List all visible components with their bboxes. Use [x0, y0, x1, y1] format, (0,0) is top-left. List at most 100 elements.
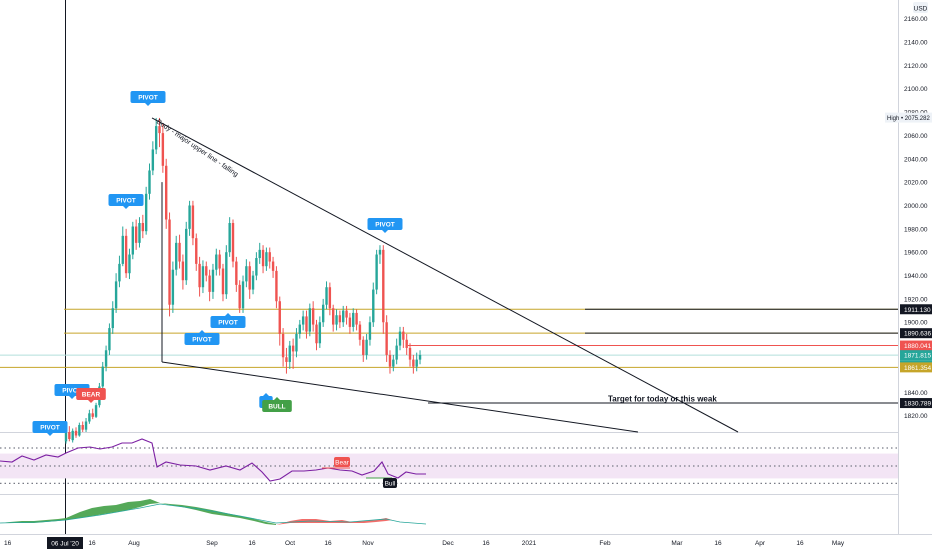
candle: [342, 305, 345, 327]
candle: [398, 326, 402, 351]
candle: [215, 248, 218, 276]
candle: [111, 301, 114, 334]
candle-body: [101, 366, 104, 387]
candle-body: [235, 261, 238, 285]
candle: [285, 347, 288, 374]
time-tick: Feb: [599, 540, 611, 547]
candle-body: [158, 126, 161, 134]
candle-body: [315, 324, 318, 344]
candle-body: [255, 258, 258, 276]
candle: [201, 260, 205, 294]
candle: [378, 245, 382, 264]
candle-body: [298, 324, 301, 334]
candle-body: [215, 254, 218, 270]
candle: [205, 261, 208, 282]
pivot-label-7-text: PIVOT: [62, 388, 82, 395]
candle-body: [228, 223, 231, 253]
candle: [88, 409, 91, 424]
candle: [402, 326, 405, 348]
time-tick: May: [832, 540, 845, 547]
candle-body: [258, 249, 261, 259]
candle: [315, 319, 318, 351]
candle: [195, 233, 198, 271]
price-label-lvl1880: 1880.041: [900, 340, 932, 351]
candle-body: [301, 316, 305, 325]
currency-label: USD: [914, 6, 928, 13]
candle-body: [402, 331, 405, 340]
candle: [141, 214, 145, 239]
candle: [392, 354, 395, 372]
pivot-label-3: PIVOT: [367, 218, 403, 233]
time-tick: 16: [248, 540, 256, 547]
candle-body: [84, 421, 88, 430]
bear-label-text: BEAR: [82, 392, 101, 399]
candle-body: [188, 205, 191, 229]
candle-body: [64, 432, 68, 442]
time-tick: Aug: [128, 540, 140, 547]
candle: [118, 255, 121, 288]
bull-label-pointer: [274, 397, 280, 400]
candle: [71, 428, 74, 443]
candle-body: [81, 424, 84, 430]
target-text: Target for today or this weak: [608, 394, 717, 403]
time-tick: Mar: [671, 540, 683, 547]
candle-body: [208, 275, 211, 292]
candle: [154, 117, 158, 155]
candle: [415, 352, 418, 372]
candle: [348, 312, 352, 334]
candle-body: [281, 333, 285, 358]
time-tick: 16: [796, 540, 804, 547]
candle-body: [91, 413, 94, 417]
time-axis[interactable]: 16 16 Aug Sep 16 Oct 16 Nov Dec 16 2021 Feb Mar 16 Apr…: [4, 537, 845, 549]
candle-body: [88, 413, 91, 422]
candle-body: [205, 266, 208, 276]
candle: [251, 270, 255, 295]
time-cursor-box: [47, 537, 83, 549]
candle-body: [415, 359, 418, 367]
candle-body: [248, 266, 251, 290]
candle-body: [134, 226, 138, 243]
candle-body: [111, 308, 114, 329]
candle-body: [231, 223, 235, 262]
macd-pane: 50.000.00: [0, 499, 921, 528]
time-tick: 16: [482, 540, 490, 547]
candle: [235, 256, 238, 292]
candle-body: [352, 312, 355, 327]
macd-line: [0, 503, 427, 525]
candle-body: [342, 310, 345, 323]
price-axis[interactable]: USD1820.001840.001860.001880.001900.0019…: [885, 0, 932, 534]
bear-label-pointer: [88, 400, 94, 403]
candle-body: [412, 359, 415, 367]
candle: [255, 252, 258, 281]
candle-body: [321, 304, 325, 323]
price-label-text: 1861.354: [904, 365, 931, 372]
candle: [332, 304, 335, 332]
candle: [301, 310, 305, 331]
drawings: Body - major upper line - falling Target …: [151, 117, 739, 433]
candle: [81, 421, 84, 432]
candle-body: [221, 268, 225, 295]
bull-label: BULL: [262, 397, 292, 412]
candle-body: [355, 312, 358, 325]
price-tick: 1920.00: [904, 296, 928, 303]
high-label-text: High • 2075.282: [887, 116, 930, 122]
time-tick: Dec: [442, 540, 454, 547]
candle-body: [405, 339, 408, 348]
candle-body: [288, 345, 291, 362]
high-label-bg: [885, 112, 932, 123]
pivot-label-5-text: PIVOT: [192, 337, 212, 344]
candle-body: [198, 263, 201, 288]
rsi-bear-text: Bear: [335, 460, 350, 467]
candle: [158, 117, 161, 148]
candle: [191, 200, 195, 246]
candle-body: [161, 133, 165, 166]
candle-body: [372, 289, 375, 323]
candle: [108, 323, 111, 355]
pivot-label-3-box: [367, 218, 403, 230]
price-label-bg: [900, 340, 932, 351]
pivot-label-8-pointer: [263, 393, 269, 396]
upper-trendline: [151, 117, 739, 433]
candle: [321, 298, 325, 327]
price-tick: 2160.00: [904, 16, 928, 23]
pivot-label-5-box: [184, 333, 220, 345]
